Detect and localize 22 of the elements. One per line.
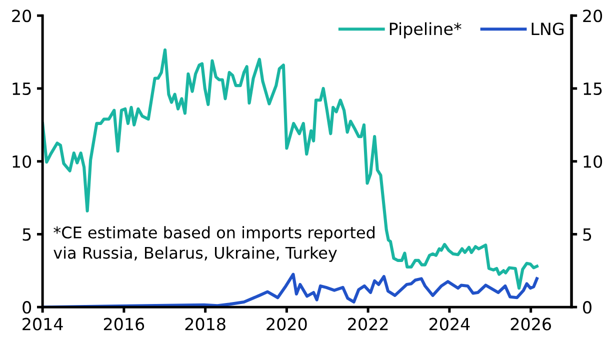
y-tick-label: 10 bbox=[12, 155, 32, 168]
x-tick-label: 2024 bbox=[429, 318, 470, 330]
x-tick-label: 2016 bbox=[104, 318, 144, 330]
legend-label: Pipeline* bbox=[390, 22, 462, 38]
y2-tick-label: 0 bbox=[583, 301, 592, 314]
legend-label: LNG bbox=[532, 22, 564, 36]
x-tick-label: 2020 bbox=[266, 318, 307, 330]
y-tick-label: 0 bbox=[22, 301, 32, 314]
annotation: *CE estimate based on imports reported via Russia, Belarus, Ukraine, Turkey bbox=[54, 226, 374, 262]
x-tick-label: 2026 bbox=[510, 318, 551, 330]
y2-tick-label: 15 bbox=[584, 82, 602, 96]
x-tick-label: 2022 bbox=[348, 318, 388, 330]
x-tick-label: 2018 bbox=[185, 318, 226, 330]
y-tick-label: 20 bbox=[12, 10, 32, 22]
y-tick-label: 15 bbox=[12, 82, 31, 96]
x-tick-label: 2014 bbox=[22, 318, 63, 330]
y2-tick-label: 20 bbox=[583, 10, 602, 22]
line-series bbox=[42, 48, 538, 290]
y2-tick-label: 5 bbox=[583, 228, 592, 241]
line-series bbox=[42, 272, 538, 308]
y-tick-label: 5 bbox=[22, 228, 31, 241]
y2-tick-label: 10 bbox=[584, 155, 602, 168]
